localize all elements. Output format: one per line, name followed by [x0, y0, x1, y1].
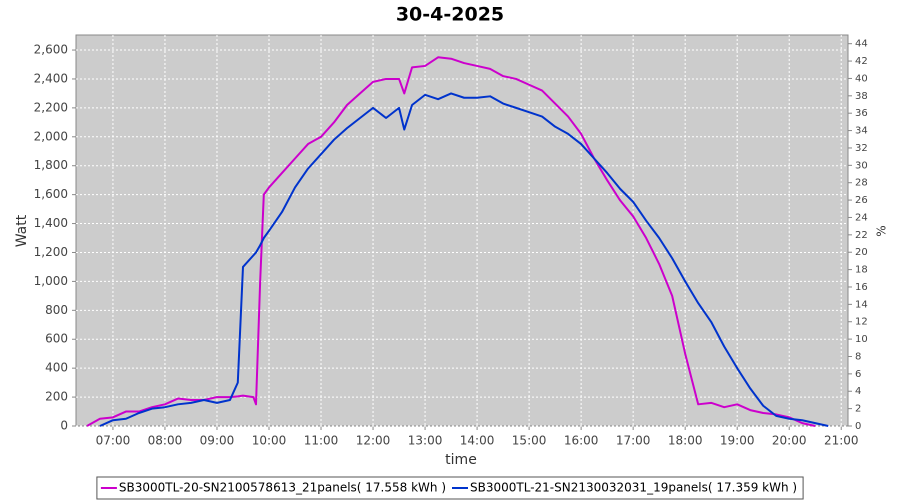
x-tick-label: 12:00 [356, 434, 391, 448]
y-tick-label: 2,600 [34, 43, 68, 57]
y2-tick-label: 40 [855, 73, 868, 84]
y-tick-label: 2,000 [34, 129, 68, 143]
legend: SB3000TL-20-SN2100578613_21panels( 17.55… [96, 476, 804, 500]
y-tick-label: 600 [45, 332, 68, 346]
y-tick-label: 1,600 [34, 187, 68, 201]
plot-background [75, 34, 849, 427]
series-line [86, 56, 816, 427]
legend-label: SB3000TL-21-SN2130032031_19panels( 17.35… [470, 481, 797, 495]
y2-tick-label: 18 [855, 265, 868, 276]
x-tick-label: 19:00 [720, 434, 755, 448]
x-axis-label: time [445, 452, 477, 468]
y-tick-label: 0 [60, 419, 68, 433]
x-tick-label: 18:00 [668, 434, 703, 448]
y-tick-label: 2,200 [34, 100, 68, 114]
x-tick-label: 20:00 [772, 434, 807, 448]
y2-tick-label: 6 [855, 369, 861, 380]
x-tick-label: 21:00 [824, 434, 859, 448]
y-axis-label: Watt [14, 214, 30, 247]
y2-tick-label: 4 [855, 386, 861, 397]
y2-tick-label: 20 [855, 247, 868, 258]
y-tick-label: 1,000 [34, 274, 68, 288]
x-tick-label: 16:00 [564, 434, 599, 448]
x-tick-label: 15:00 [512, 434, 547, 448]
x-tick-label: 13:00 [408, 434, 443, 448]
x-tick-label: 10:00 [252, 434, 287, 448]
series-line [99, 92, 829, 427]
y2-tick-label: 28 [855, 178, 868, 189]
legend-box [96, 476, 804, 500]
y-tick-label: 2,400 [34, 71, 68, 85]
y-tick-label: 800 [45, 303, 68, 317]
y2-tick-label: 36 [855, 108, 868, 119]
legend-label: SB3000TL-20-SN2100578613_21panels( 17.55… [119, 481, 446, 495]
y2-tick-label: 14 [855, 299, 868, 310]
x-tick-label: 08:00 [148, 434, 183, 448]
x-tick-label: 14:00 [460, 434, 495, 448]
y2-tick-label: 44 [855, 39, 868, 50]
y-tick-label: 1,400 [34, 216, 68, 230]
y-tick-label: 1,800 [34, 158, 68, 172]
y2-tick-label: 10 [855, 334, 868, 345]
y2-tick-label: 22 [855, 230, 868, 241]
y2-tick-label: 38 [855, 91, 868, 102]
y2-tick-label: 30 [855, 160, 868, 171]
y2-tick-label: 42 [855, 56, 868, 67]
y2-tick-label: 2 [855, 404, 861, 415]
y2-tick-label: 24 [855, 212, 868, 223]
y-tick-label: 200 [45, 390, 68, 404]
x-tick-label: 07:00 [96, 434, 131, 448]
y2-tick-label: 34 [855, 126, 868, 137]
x-tick-label: 17:00 [616, 434, 651, 448]
x-tick-label: 11:00 [304, 434, 339, 448]
y2-tick-label: 12 [855, 317, 868, 328]
y2-tick-label: 32 [855, 143, 868, 154]
y2-tick-label: 8 [855, 351, 861, 362]
y2-tick-label: 16 [855, 282, 868, 293]
y-tick-label: 1,200 [34, 245, 68, 259]
x-tick-label: 09:00 [200, 434, 235, 448]
y2-axis-label: % [875, 225, 889, 236]
y2-tick-label: 0 [855, 421, 861, 432]
y-tick-label: 400 [45, 361, 68, 375]
chart-title: 30-4-2025 [396, 4, 504, 26]
y2-tick-label: 26 [855, 195, 868, 206]
